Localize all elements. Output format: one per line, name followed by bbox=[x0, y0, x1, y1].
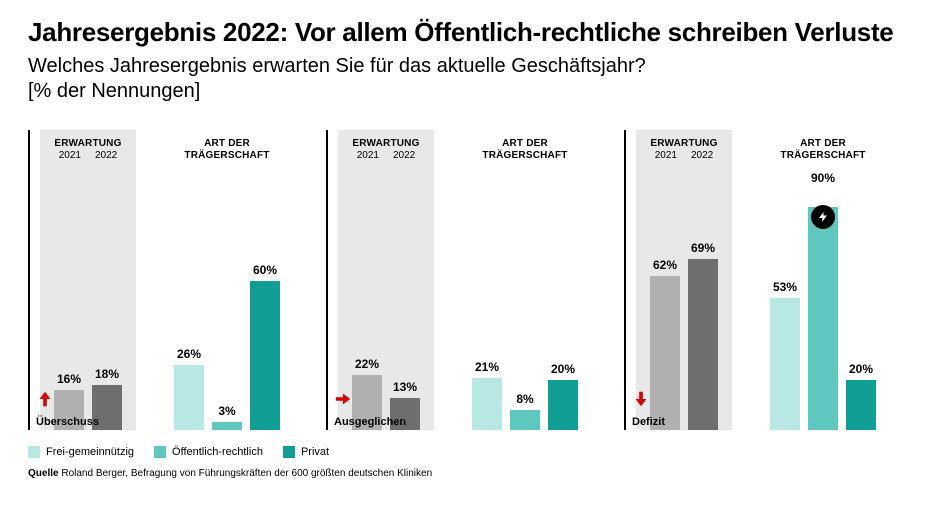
panel-caption: Ausgeglichen bbox=[334, 390, 402, 430]
group-header: ART DER TRÄGERSCHAFT bbox=[744, 138, 902, 162]
chart-panels: ERWARTUNG2021202216%18%ART DER TRÄGERSCH… bbox=[28, 130, 912, 430]
legend: Frei-gemeinnützig Öffentlich-rechtlich Pri… bbox=[28, 446, 912, 458]
bar-label: 53% bbox=[773, 280, 797, 294]
group-erw: ERWARTUNG2021202222%13% bbox=[332, 130, 440, 430]
bar-label: 62% bbox=[653, 258, 677, 272]
bar-label: 3% bbox=[218, 404, 235, 418]
bar: 8% bbox=[510, 410, 540, 430]
group-header: ERWARTUNG bbox=[630, 138, 738, 150]
bar: 3% bbox=[212, 422, 242, 429]
bar-label: 60% bbox=[253, 263, 277, 277]
bar-label: 8% bbox=[516, 392, 533, 406]
panel-caption: Überschuss bbox=[36, 390, 104, 430]
bar: 20% bbox=[846, 380, 876, 430]
panel-caption: Defizit bbox=[632, 390, 700, 430]
legend-label: Frei-gemeinnützig bbox=[46, 446, 134, 458]
bar-label: 18% bbox=[95, 367, 119, 381]
bar: 90% bbox=[808, 207, 838, 430]
bar-label: 90% bbox=[811, 171, 835, 185]
bar: 20% bbox=[548, 380, 578, 430]
highlight-badge-icon bbox=[811, 205, 835, 229]
group-subheader: 20212022 bbox=[630, 150, 738, 161]
bar-label: 16% bbox=[57, 372, 81, 386]
legend-item: Privat bbox=[283, 446, 329, 458]
bar: 53% bbox=[770, 298, 800, 429]
group-art: ART DER TRÄGERSCHAFT 53% 90% 20% bbox=[744, 130, 902, 430]
chart-source: Quelle Roland Berger, Befragung von Führ… bbox=[28, 468, 912, 479]
group-art: ART DER TRÄGERSCHAFT 21% 8% 20% bbox=[446, 130, 604, 430]
source-text: Roland Berger, Befragung von Führungskrä… bbox=[61, 468, 432, 479]
bar: 26% bbox=[174, 365, 204, 429]
legend-item: Öffentlich-rechtlich bbox=[154, 446, 263, 458]
legend-label: Öffentlich-rechtlich bbox=[172, 446, 263, 458]
panel-ausgeglichen: ERWARTUNG2021202222%13%ART DER TRÄGERSCH… bbox=[326, 130, 614, 430]
group-header: ERWARTUNG bbox=[34, 138, 142, 150]
chart-title: Jahresergebnis 2022: Vor allem Öffentlic… bbox=[28, 18, 912, 48]
group-header: ART DER TRÄGERSCHAFT bbox=[446, 138, 604, 162]
panel-defizit: ERWARTUNG20212022 62% 69% ART DER TRÄGERSCH… bbox=[624, 130, 912, 430]
group-subheader: 20212022 bbox=[332, 150, 440, 161]
bar-label: 69% bbox=[691, 241, 715, 255]
group-header: ERWARTUNG bbox=[332, 138, 440, 150]
panel-überschuss: ERWARTUNG20212022 16% 18% ART DER TRÄGERSCH… bbox=[28, 130, 316, 430]
group-erw: ERWARTUNG20212022 16% 18% bbox=[34, 130, 142, 430]
legend-item: Frei-gemeinnützig bbox=[28, 446, 134, 458]
group-erw: ERWARTUNG20212022 62% 69% bbox=[630, 130, 738, 430]
bar-label: 21% bbox=[475, 360, 499, 374]
group-subheader: 20212022 bbox=[34, 150, 142, 161]
source-label: Quelle bbox=[28, 468, 59, 479]
legend-swatch bbox=[154, 446, 166, 458]
group-header: ART DER TRÄGERSCHAFT bbox=[148, 138, 306, 162]
legend-swatch bbox=[28, 446, 40, 458]
group-art: ART DER TRÄGERSCHAFT 26% 3% 60% bbox=[148, 130, 306, 430]
bar: 21% bbox=[472, 378, 502, 430]
chart-subtitle: Welches Jahresergebnis erwarten Sie für … bbox=[28, 54, 912, 104]
bar: 60% bbox=[250, 281, 280, 430]
legend-label: Privat bbox=[301, 446, 329, 458]
bar-label: 22% bbox=[355, 357, 379, 371]
legend-swatch bbox=[283, 446, 295, 458]
bar-label: 20% bbox=[551, 362, 575, 376]
bar-label: 20% bbox=[849, 362, 873, 376]
bar-label: 26% bbox=[177, 347, 201, 361]
